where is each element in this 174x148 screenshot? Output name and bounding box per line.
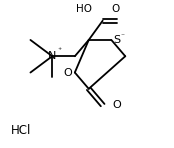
Text: ⁺: ⁺ — [57, 46, 62, 55]
Text: HCl: HCl — [10, 124, 31, 137]
Text: O: O — [113, 100, 121, 110]
Text: S: S — [113, 35, 120, 45]
Text: N: N — [48, 51, 56, 61]
Text: ⁻: ⁻ — [120, 31, 124, 40]
Text: O: O — [64, 67, 72, 78]
Text: HO: HO — [76, 4, 92, 14]
Text: O: O — [111, 4, 120, 14]
